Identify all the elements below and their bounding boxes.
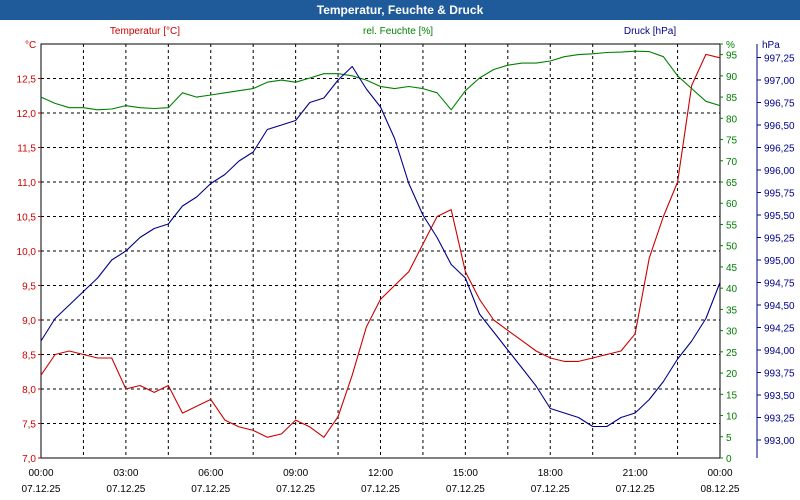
humidity-tick-label: 70 xyxy=(726,157,738,168)
humidity-tick-label: 80 xyxy=(726,114,738,125)
pressure-tick-label: 995,00 xyxy=(764,256,795,267)
x-tick-date: 07.12.25 xyxy=(531,484,570,495)
humidity-tick-label: 95 xyxy=(726,51,738,62)
pressure-tick-label: 993,25 xyxy=(764,414,795,425)
x-tick-date: 07.12.25 xyxy=(276,484,315,495)
pressure-tick-label: 993,50 xyxy=(764,391,795,402)
series-line-temperatur xyxy=(40,53,721,438)
humidity-tick-label: 20 xyxy=(726,369,738,380)
x-tick-time: 00:00 xyxy=(28,468,53,479)
x-tick-date: 07.12.25 xyxy=(616,484,655,495)
humidity-tick-label: 15 xyxy=(726,390,738,401)
x-tick-date: 07.12.25 xyxy=(191,484,230,495)
series-line-druck xyxy=(40,65,721,428)
series-line-feuchte xyxy=(40,50,721,111)
temp-tick-label: 7,0 xyxy=(22,454,36,465)
x-tick-time: 00:00 xyxy=(707,468,732,479)
legend-druck: Druck [hPa] xyxy=(624,26,676,37)
pressure-tick-label: 997,25 xyxy=(764,54,795,65)
humidity-tick-label: 85 xyxy=(726,93,738,104)
unit-hpa: hPa xyxy=(762,40,780,51)
temp-tick-label: 8,5 xyxy=(22,351,36,362)
humidity-tick-label: 55 xyxy=(726,220,738,231)
humidity-tick-label: 0 xyxy=(726,454,732,465)
humidity-axis-ticks: 0 5 10 15 20 25 30 35 40 45 50 55 60 65 70 75 80 85 90 95% xyxy=(720,40,738,465)
humidity-tick-label: 30 xyxy=(726,327,738,338)
pressure-tick-label: 993,00 xyxy=(764,436,795,447)
humidity-tick-label: 5 xyxy=(726,433,732,444)
legend-feuchte: rel. Feuchte [%] xyxy=(363,26,433,37)
humidity-tick-label: 35 xyxy=(726,305,738,316)
x-tick-time: 15:00 xyxy=(453,468,478,479)
humidity-tick-label: 90 xyxy=(726,72,738,83)
pressure-axis-ticks: 993,00 993,25 993,50 993,75 994,00 994,25 994,… xyxy=(757,54,795,447)
window-title: Temperatur, Feuchte & Druck xyxy=(0,0,800,20)
humidity-tick-label: 45 xyxy=(726,263,738,274)
x-axis-ticks: 00:00 07.12.25 03:00 07.12.25 06:00 07.12.25 0… xyxy=(22,468,740,495)
pressure-tick-label: 995,25 xyxy=(764,234,795,245)
x-tick-date: 07.12.25 xyxy=(446,484,485,495)
pressure-tick-label: 995,50 xyxy=(764,211,795,222)
humidity-tick-label: 25 xyxy=(726,348,738,359)
x-tick-time: 03:00 xyxy=(113,468,138,479)
x-tick-date: 07.12.25 xyxy=(22,484,61,495)
pressure-tick-label: 994,00 xyxy=(764,346,795,357)
pressure-tick-label: 996,25 xyxy=(764,144,795,155)
temp-tick-label: 12,0 xyxy=(17,109,37,120)
pressure-tick-label: 994,50 xyxy=(764,301,795,312)
pressure-tick-label: 996,50 xyxy=(764,121,795,132)
x-tick-time: 21:00 xyxy=(623,468,648,479)
unit-celsius: °C xyxy=(25,40,36,51)
pressure-tick-label: 995,75 xyxy=(764,189,795,200)
humidity-tick-label: 75 xyxy=(726,136,738,147)
humidity-tick-label: % xyxy=(726,40,735,51)
temp-tick-label: 9,0 xyxy=(22,316,36,327)
legend-temperatur: Temperatur [°C] xyxy=(110,26,180,37)
temp-tick-label: 10,0 xyxy=(17,247,37,258)
series-lines xyxy=(40,50,721,438)
x-tick-time: 09:00 xyxy=(283,468,308,479)
pressure-tick-label: 994,25 xyxy=(764,324,795,335)
pressure-tick-label: 996,00 xyxy=(764,166,795,177)
temp-tick-label: 10,5 xyxy=(17,213,37,224)
temp-tick-label: 7,5 xyxy=(22,420,36,431)
x-tick-date: 07.12.25 xyxy=(106,484,145,495)
pressure-tick-label: 993,75 xyxy=(764,369,795,380)
temp-tick-label: 8,0 xyxy=(22,385,36,396)
x-tick-date: 08.12.25 xyxy=(701,484,740,495)
x-tick-time: 18:00 xyxy=(538,468,563,479)
x-tick-time: 06:00 xyxy=(198,468,223,479)
pressure-tick-label: 997,00 xyxy=(764,76,795,87)
temp-tick-label: 11,0 xyxy=(17,178,36,189)
humidity-tick-label: 50 xyxy=(726,242,738,253)
grid xyxy=(41,44,720,458)
left-axis-ticks: 7,0 7,5 8,0 8,5 9,0 9,5 10,0 10,5 11,0 11,5 12,0 12… xyxy=(17,75,41,465)
temp-tick-label: 11,5 xyxy=(17,144,36,155)
x-tick-time: 12:00 xyxy=(368,468,393,479)
x-tick-date: 07.12.25 xyxy=(361,484,400,495)
pressure-tick-label: 994,75 xyxy=(764,279,795,290)
humidity-tick-label: 65 xyxy=(726,178,738,189)
humidity-tick-label: 10 xyxy=(726,412,738,423)
humidity-tick-label: 40 xyxy=(726,284,738,295)
pressure-tick-label: 996,75 xyxy=(764,99,795,110)
humidity-tick-label: 60 xyxy=(726,199,738,210)
temp-tick-label: 12,5 xyxy=(17,75,37,86)
temp-tick-label: 9,5 xyxy=(22,282,36,293)
